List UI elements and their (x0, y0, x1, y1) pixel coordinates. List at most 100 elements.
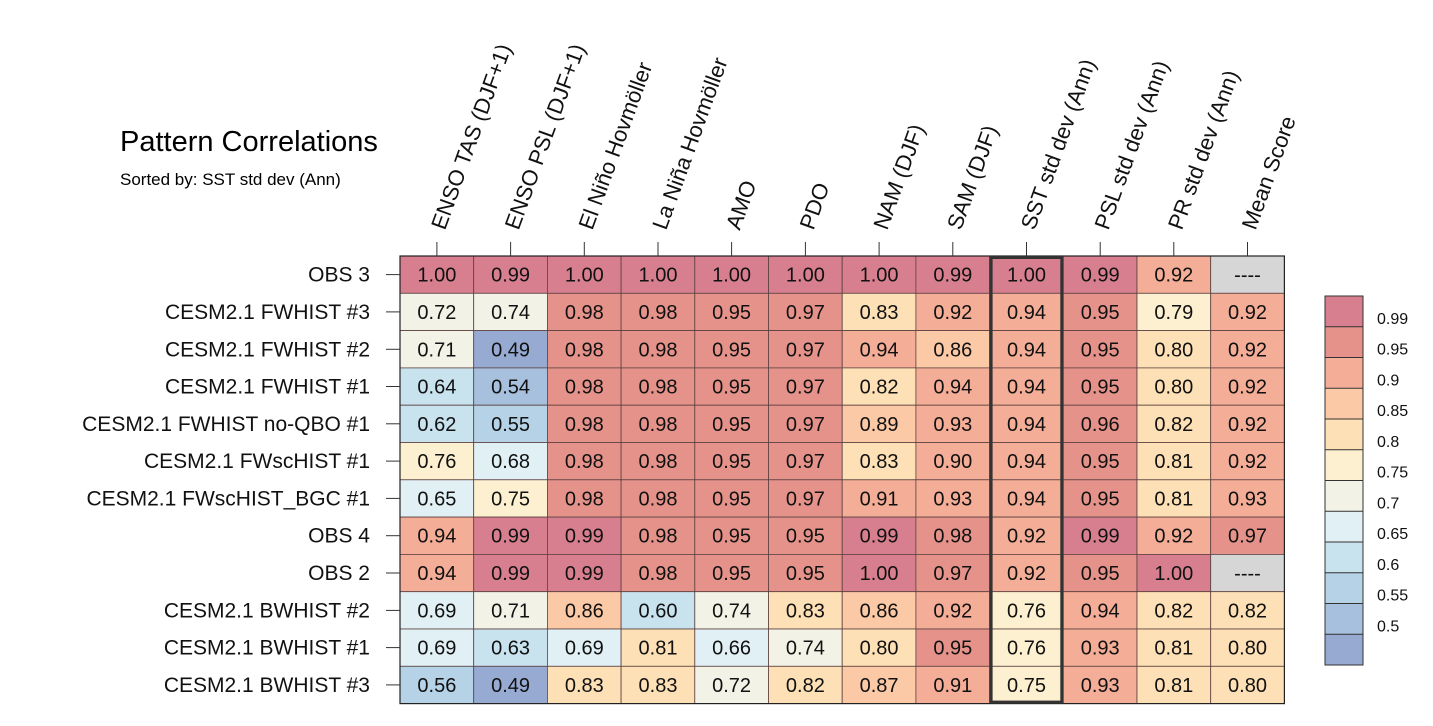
heatmap-cell (694, 591, 769, 630)
cell-value-label: 0.99 (933, 265, 972, 287)
cell-value-label: 0.95 (1081, 339, 1120, 361)
cell-value-label: 0.91 (860, 488, 899, 510)
column-label: SAM (DJF) (942, 122, 1003, 233)
heatmap-cell (1210, 591, 1285, 630)
cell-value-label: 0.94 (1007, 488, 1046, 510)
colorbar-segment (1325, 388, 1363, 420)
colorbar-label: 0.75 (1377, 465, 1408, 482)
heatmap-cell (1062, 554, 1138, 593)
heatmap-cell (989, 516, 1064, 555)
heatmap-cell (694, 442, 769, 481)
cell-value-label: 0.92 (1007, 563, 1046, 585)
heatmap-cell (547, 367, 622, 406)
colorbar-segment (1325, 480, 1363, 512)
heatmap-cell (399, 479, 475, 518)
heatmap-cell (1062, 591, 1138, 630)
cell-value-label: 0.98 (565, 451, 604, 473)
cell-value-label: ---- (1234, 563, 1261, 585)
cell-value-label: 0.94 (860, 339, 899, 361)
colorbar-label: 0.5 (1377, 618, 1399, 635)
heatmap-cell (620, 479, 696, 518)
column-label: ENSO TAS (DJF+1) (426, 41, 516, 233)
colorbar-segment (1325, 357, 1363, 389)
cell-value-label: 0.98 (565, 377, 604, 399)
cell-value-label: 0.95 (712, 563, 751, 585)
heatmap-cell (841, 292, 917, 331)
heatmap-cell (1062, 442, 1138, 481)
heatmap-cell (547, 554, 622, 593)
heatmap-cell (1136, 516, 1212, 555)
heatmap-cell (473, 591, 548, 630)
row-label: CESM2.1 FWHIST #2 (165, 338, 370, 361)
row-label: CESM2.1 BWHIST #2 (164, 599, 370, 622)
cell-value-label: 0.76 (1007, 638, 1046, 660)
cell-value-label: 0.97 (786, 488, 825, 510)
cell-value-label: 0.69 (417, 638, 456, 660)
cell-value-label: 0.92 (1228, 451, 1267, 473)
heatmap-cell (620, 628, 696, 667)
cell-value-label: 0.92 (1228, 414, 1267, 436)
cell-value-label: 0.68 (491, 451, 530, 473)
row-label: CESM2.1 FWscHIST_BGC #1 (86, 487, 370, 510)
cell-value-label: 0.94 (1007, 339, 1046, 361)
cell-value-label: 0.98 (565, 302, 604, 324)
heatmap-border (399, 255, 1286, 705)
cell-value-label: 1.00 (860, 265, 899, 287)
cell-value-label: 0.80 (1228, 675, 1267, 697)
cell-value-label: 0.94 (1007, 414, 1046, 436)
cell-value-label: 0.75 (491, 488, 530, 510)
heatmap-cell (473, 516, 548, 555)
heatmap-cell (1062, 665, 1138, 704)
cell-value-label: 0.76 (1007, 600, 1046, 622)
cell-value-label: 0.74 (712, 600, 751, 622)
cell-value-label: 0.94 (1007, 377, 1046, 399)
cell-value-label: 0.63 (491, 638, 530, 660)
cell-value-label: 0.92 (933, 600, 972, 622)
cell-value-label: 0.82 (786, 675, 825, 697)
heatmap-cell (1062, 404, 1138, 443)
heatmap-cell (694, 665, 769, 704)
heatmap-cell (547, 479, 622, 518)
heatmap-cell (1136, 255, 1212, 294)
cell-value-label: 0.93 (1081, 638, 1120, 660)
cell-value-label: 0.95 (1081, 563, 1120, 585)
row-label: CESM2.1 BWHIST #1 (164, 637, 370, 660)
cell-value-label: 0.94 (417, 563, 456, 585)
cell-value-label: 0.98 (639, 488, 678, 510)
cell-value-label: 0.82 (1154, 414, 1193, 436)
heatmap-cell (915, 516, 991, 555)
heatmap-cell (620, 516, 696, 555)
colorbar-label: 0.7 (1377, 495, 1399, 512)
cell-value-label: 0.54 (491, 377, 530, 399)
heatmap-cell (1210, 442, 1285, 481)
cell-value-label: 0.93 (933, 488, 972, 510)
cell-value-label: 0.83 (565, 675, 604, 697)
heatmap-cell (620, 292, 696, 331)
cell-value-label: 0.94 (417, 526, 456, 548)
colorbar-segment (1325, 296, 1363, 327)
cell-value-label: 0.72 (712, 675, 751, 697)
cell-value-label: 1.00 (565, 265, 604, 287)
colorbar-segment (1325, 419, 1363, 450)
cell-value-label: 0.62 (417, 414, 456, 436)
colorbar-label: 0.85 (1377, 403, 1408, 420)
colorbar-label: 0.6 (1377, 557, 1399, 574)
heatmap-cell (1062, 479, 1138, 518)
heatmap-cell (1062, 292, 1138, 331)
column-label: PR std dev (Ann) (1163, 67, 1244, 233)
heatmap-cell (694, 516, 769, 555)
cell-value-label: 0.95 (712, 488, 751, 510)
cell-value-label: 0.90 (933, 451, 972, 473)
heatmap-cell (620, 330, 696, 369)
cell-value-label: 0.71 (491, 600, 530, 622)
heatmap-cell (399, 442, 475, 481)
colorbar-label: 0.55 (1377, 588, 1408, 605)
row-label: CESM2.1 FWHIST no-QBO #1 (82, 413, 370, 436)
heatmap-cell (1136, 554, 1212, 593)
cell-value-label: 0.81 (1154, 488, 1193, 510)
row-label: CESM2.1 FWscHIST #1 (144, 450, 370, 473)
cell-value-label: 0.95 (1081, 302, 1120, 324)
cell-value-label: 0.97 (786, 339, 825, 361)
cell-value-label: 0.95 (712, 526, 751, 548)
cell-value-label: 0.83 (786, 600, 825, 622)
